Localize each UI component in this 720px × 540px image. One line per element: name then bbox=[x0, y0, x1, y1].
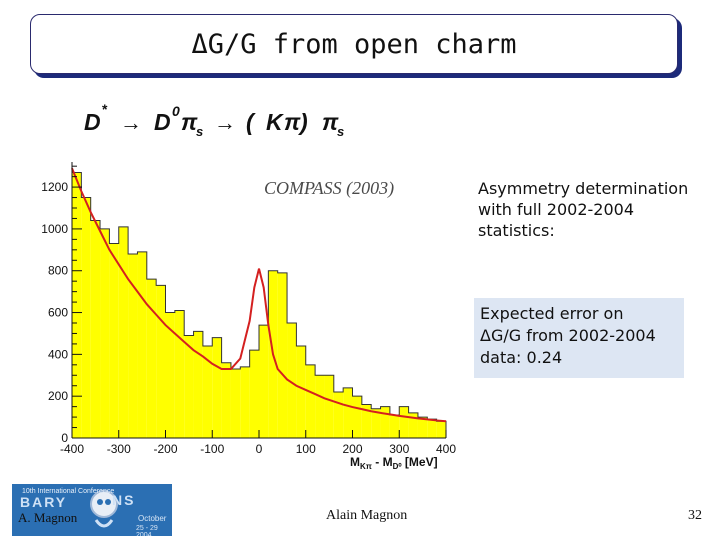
histogram-bar bbox=[156, 285, 166, 438]
histogram-bar bbox=[212, 337, 222, 438]
decay-arrow-1: → bbox=[120, 110, 142, 135]
decay-formula: D * → D 0 π s → ( K π ) π s bbox=[84, 101, 344, 139]
logo-graphic bbox=[90, 490, 118, 528]
histogram-bar bbox=[427, 419, 437, 438]
histogram-bar bbox=[259, 325, 269, 438]
histogram-outline bbox=[71, 171, 447, 438]
delta-symbol: Δ bbox=[480, 326, 491, 345]
x-tick-label: 200 bbox=[342, 442, 362, 456]
histogram-bar bbox=[417, 417, 428, 438]
fit-curve bbox=[71, 167, 447, 423]
histogram-bar bbox=[109, 243, 119, 438]
logo-date: 25 - 29 2004 bbox=[136, 525, 158, 536]
histogram-bar bbox=[287, 323, 297, 438]
expected-error-box: Expected error on ΔG/G from 2002-2004 da… bbox=[474, 298, 684, 378]
logo-month: October bbox=[138, 514, 167, 523]
histogram-bar bbox=[81, 197, 91, 438]
histogram-bar bbox=[324, 375, 334, 438]
error-line-3: data: 0.24 bbox=[480, 348, 563, 367]
histogram-bar bbox=[137, 251, 147, 438]
histogram-bar bbox=[193, 331, 203, 438]
decay-pi-2: π bbox=[284, 109, 301, 135]
histogram-bar bbox=[436, 421, 446, 438]
histogram-bar bbox=[361, 404, 372, 438]
decay-s: s bbox=[196, 124, 203, 139]
y-tick-label: 0 bbox=[61, 431, 68, 445]
chart-annotation: COMPASS (2003) bbox=[264, 178, 394, 199]
histogram-bar bbox=[277, 272, 288, 438]
decay-paren-close: ) bbox=[297, 109, 308, 135]
y-tick-label: 200 bbox=[48, 389, 68, 403]
x-tick-label: 0 bbox=[256, 442, 263, 456]
x-tick-label: 400 bbox=[436, 442, 456, 456]
y-tick-label: 1000 bbox=[41, 222, 68, 236]
x-tick-label: 100 bbox=[296, 442, 316, 456]
histogram-bar bbox=[352, 396, 362, 438]
histogram-bar bbox=[230, 369, 241, 438]
histogram-bar bbox=[249, 350, 259, 438]
histogram-bar bbox=[72, 172, 82, 439]
decay-k: K bbox=[266, 109, 284, 135]
error-line-2: ΔG/G from 2002-2004 bbox=[480, 326, 656, 345]
asymmetry-note: Asymmetry determination with full 2002-2… bbox=[478, 178, 710, 241]
x-tick-label: -100 bbox=[200, 442, 224, 456]
histogram-bar bbox=[128, 254, 138, 438]
decay-d: D bbox=[84, 109, 101, 135]
asymmetry-text: Asymmetry determination with full 2002-2… bbox=[478, 179, 689, 240]
decay-d0: D bbox=[154, 109, 171, 135]
histogram-bar bbox=[184, 335, 194, 438]
histogram-bar bbox=[399, 406, 409, 438]
y-tick-label: 800 bbox=[48, 264, 68, 278]
y-tick-label: 1200 bbox=[41, 180, 68, 194]
error-line-1: Expected error on bbox=[480, 304, 624, 323]
decay-star: * bbox=[102, 101, 108, 117]
x-tick-label: -400 bbox=[60, 442, 84, 456]
histogram-bar bbox=[371, 408, 381, 438]
histogram-bar bbox=[100, 228, 110, 438]
y-tick-label: 400 bbox=[48, 347, 68, 361]
decay-arrow-2: → bbox=[214, 110, 236, 135]
histogram-bar bbox=[296, 346, 306, 438]
logo-conference-line: 10th International Conference bbox=[22, 488, 115, 495]
logo-word-left: BARY bbox=[20, 494, 68, 510]
histogram-bar bbox=[333, 392, 344, 438]
x-axis-label: MKπ - MD⁰ [MeV] bbox=[350, 455, 438, 471]
histogram-bar bbox=[240, 366, 250, 438]
histogram-bar bbox=[90, 220, 101, 438]
x-tick-label: -200 bbox=[153, 442, 177, 456]
y-tick-label: 600 bbox=[48, 306, 68, 320]
histogram-bar bbox=[305, 364, 316, 438]
histogram-bar bbox=[165, 312, 175, 438]
baryons-conference-logo: 10th International Conference BARY NS A.… bbox=[12, 484, 172, 536]
decay-pi-3: π bbox=[322, 109, 339, 135]
histogram-bar bbox=[380, 406, 390, 438]
histogram-bar bbox=[202, 346, 213, 438]
decay-pi: π bbox=[181, 109, 198, 135]
histogram-bar bbox=[118, 226, 129, 438]
histogram-bar bbox=[315, 375, 325, 438]
logo-author: A. Magnon bbox=[18, 510, 78, 525]
histogram-bar bbox=[174, 310, 185, 438]
logo-word-right: NS bbox=[112, 492, 136, 508]
x-tick-label: -300 bbox=[107, 442, 131, 456]
mass-difference-histogram: -400 -300 -200 -100 0 100 200 300 400 0 200 400 600 8… bbox=[41, 162, 456, 471]
histogram-bar bbox=[343, 387, 353, 438]
decay-zero: 0 bbox=[172, 103, 180, 119]
footer-author: Alain Magnon bbox=[326, 508, 408, 523]
histogram-bar bbox=[221, 362, 231, 438]
histogram-bar bbox=[146, 279, 157, 438]
decay-s-2: s bbox=[337, 124, 344, 139]
histogram-bar bbox=[408, 412, 418, 438]
histogram-bar bbox=[389, 415, 400, 438]
x-tick-label: 300 bbox=[389, 442, 409, 456]
decay-paren-open: ( bbox=[246, 109, 256, 135]
slide-title: ΔG/G from open charm bbox=[30, 14, 678, 74]
page-number: 32 bbox=[688, 508, 702, 523]
